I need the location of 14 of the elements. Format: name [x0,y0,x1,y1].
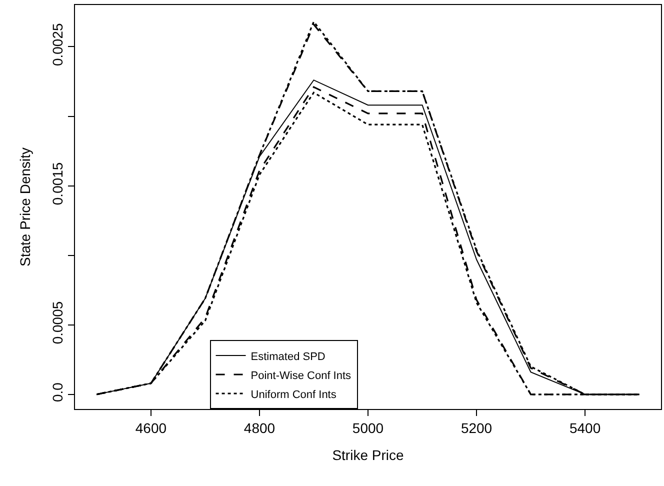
x-tick-label: 4800 [244,420,276,436]
y-axis-title: State Price Density [17,147,33,267]
y-tick-label: 0.0025 [49,23,66,66]
y-tick-label: 0.0 [49,382,66,402]
legend-label: Estimated SPD [250,350,326,363]
x-axis-title: Strike Price [332,447,404,464]
x-tick-label: 5000 [352,420,384,436]
legend-label: Uniform Conf Ints [250,388,337,401]
x-tick-label: 5200 [460,420,492,436]
y-tick-label: 0.0015 [49,162,66,206]
legend-label: Point-Wise Conf Ints [250,370,352,382]
x-tick-label: 5400 [569,420,601,436]
y-tick-label: 0.0005 [49,301,66,344]
x-tick-label: 4600 [135,420,167,436]
